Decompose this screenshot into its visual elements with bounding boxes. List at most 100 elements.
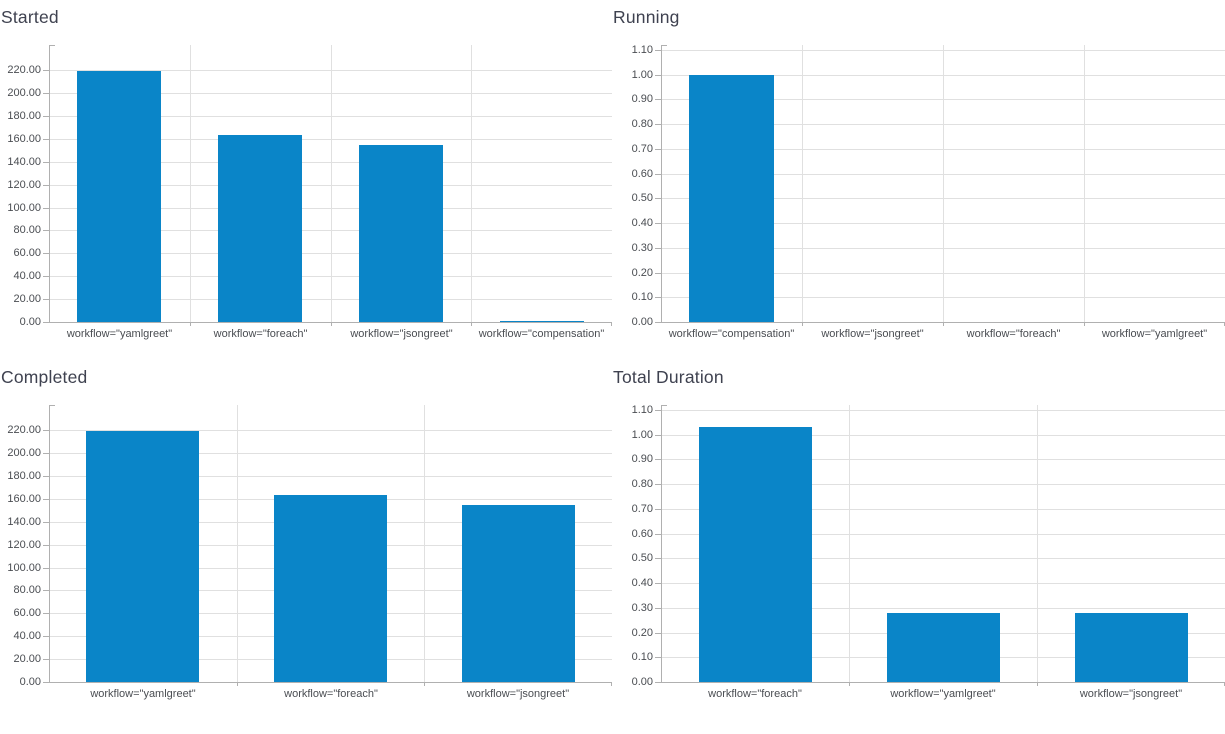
- y-axis-label: 1.00: [631, 429, 653, 441]
- y-tick: [655, 273, 661, 274]
- bar: [218, 135, 302, 322]
- y-axis-label: 20.00: [13, 293, 41, 305]
- h-gridline: [49, 253, 612, 254]
- h-gridline: [661, 435, 1225, 436]
- x-tick: [849, 682, 850, 686]
- y-axis-label: 1.10: [631, 404, 653, 416]
- v-gridline: [1037, 405, 1038, 682]
- panel-title-completed: Completed: [1, 367, 88, 387]
- x-tick: [1037, 682, 1038, 686]
- v-gridline: [190, 45, 191, 322]
- h-gridline: [49, 230, 612, 231]
- y-tick: [655, 297, 661, 298]
- y-tick: [43, 253, 49, 254]
- h-gridline: [49, 299, 612, 300]
- panel-title-total-duration: Total Duration: [613, 367, 724, 387]
- h-gridline: [661, 558, 1225, 559]
- v-gridline: [331, 45, 332, 322]
- bar: [274, 495, 387, 682]
- y-tick: [43, 139, 49, 140]
- y-axis-label: 0.40: [631, 217, 653, 229]
- y-axis-label: 0.60: [631, 528, 653, 540]
- y-axis-label: 220.00: [7, 64, 41, 76]
- x-tick: [802, 322, 803, 326]
- y-axis-label: 0.20: [631, 627, 653, 639]
- y-tick: [655, 75, 661, 76]
- y-tick: [655, 198, 661, 199]
- y-tick: [655, 322, 661, 323]
- x-axis-line: [49, 322, 612, 323]
- y-axis-label: 60.00: [13, 607, 41, 619]
- y-tick: [655, 248, 661, 249]
- y-axis-label: 0.30: [631, 242, 653, 254]
- v-gridline: [1084, 45, 1085, 322]
- h-gridline: [49, 430, 612, 431]
- y-axis-label: 60.00: [13, 247, 41, 259]
- h-gridline: [661, 583, 1225, 584]
- bar: [887, 613, 1000, 682]
- bar: [359, 145, 443, 322]
- v-gridline: [424, 405, 425, 682]
- y-tick: [655, 633, 661, 634]
- h-gridline: [49, 93, 612, 94]
- y-axis-label: 0.60: [631, 168, 653, 180]
- y-tick: [655, 50, 661, 51]
- panel-started: Started 0.00 20.00 40.00 60.00 80.00 100.00 12…: [0, 0, 612, 360]
- h-gridline: [49, 476, 612, 477]
- y-axis-cap: [49, 45, 55, 46]
- y-tick: [43, 185, 49, 186]
- y-axis-label: 100.00: [7, 562, 41, 574]
- y-axis-cap: [661, 405, 667, 406]
- h-gridline: [49, 70, 612, 71]
- y-axis-line: [49, 45, 50, 323]
- h-gridline: [661, 459, 1225, 460]
- y-axis-label: 40.00: [13, 270, 41, 282]
- y-axis-line: [661, 405, 662, 683]
- panel-total-duration: Total Duration 0.00 0.10 0.20 0.30 0.40 0.50 0…: [612, 360, 1225, 734]
- y-axis-label: 20.00: [13, 653, 41, 665]
- y-axis-cap: [661, 45, 667, 46]
- h-gridline: [49, 453, 612, 454]
- y-axis-label: 80.00: [13, 584, 41, 596]
- h-gridline: [661, 509, 1225, 510]
- y-axis-label: 120.00: [7, 539, 41, 551]
- y-axis-label: 0.10: [631, 291, 653, 303]
- y-tick: [43, 208, 49, 209]
- y-tick: [655, 223, 661, 224]
- h-gridline: [49, 162, 612, 163]
- y-tick: [655, 459, 661, 460]
- panel-title-running: Running: [613, 7, 680, 27]
- y-tick: [655, 608, 661, 609]
- panel-completed: Completed 0.00 20.00 40.00 60.00 80.00 100.00…: [0, 360, 612, 734]
- h-gridline: [49, 116, 612, 117]
- y-tick: [43, 322, 49, 323]
- y-tick: [43, 522, 49, 523]
- y-tick: [43, 568, 49, 569]
- y-tick: [655, 484, 661, 485]
- y-tick: [43, 613, 49, 614]
- y-axis-label: 0.20: [631, 267, 653, 279]
- bar: [500, 321, 584, 322]
- y-tick: [655, 558, 661, 559]
- y-axis-label: 0.90: [631, 453, 653, 465]
- y-tick: [655, 99, 661, 100]
- y-tick: [655, 682, 661, 683]
- h-gridline: [49, 139, 612, 140]
- h-gridline: [661, 608, 1225, 609]
- y-tick: [43, 93, 49, 94]
- h-gridline: [661, 484, 1225, 485]
- y-tick: [655, 583, 661, 584]
- y-tick: [655, 149, 661, 150]
- x-tick: [943, 322, 944, 326]
- y-tick: [43, 636, 49, 637]
- x-axis-label: workflow="compensation": [478, 328, 605, 340]
- y-axis-label: 0.00: [631, 676, 653, 688]
- y-tick: [655, 174, 661, 175]
- bar: [1075, 613, 1188, 682]
- y-axis-label: 220.00: [7, 424, 41, 436]
- y-tick: [43, 162, 49, 163]
- x-tick: [1084, 322, 1085, 326]
- panel-title-started: Started: [1, 7, 59, 27]
- y-tick: [43, 453, 49, 454]
